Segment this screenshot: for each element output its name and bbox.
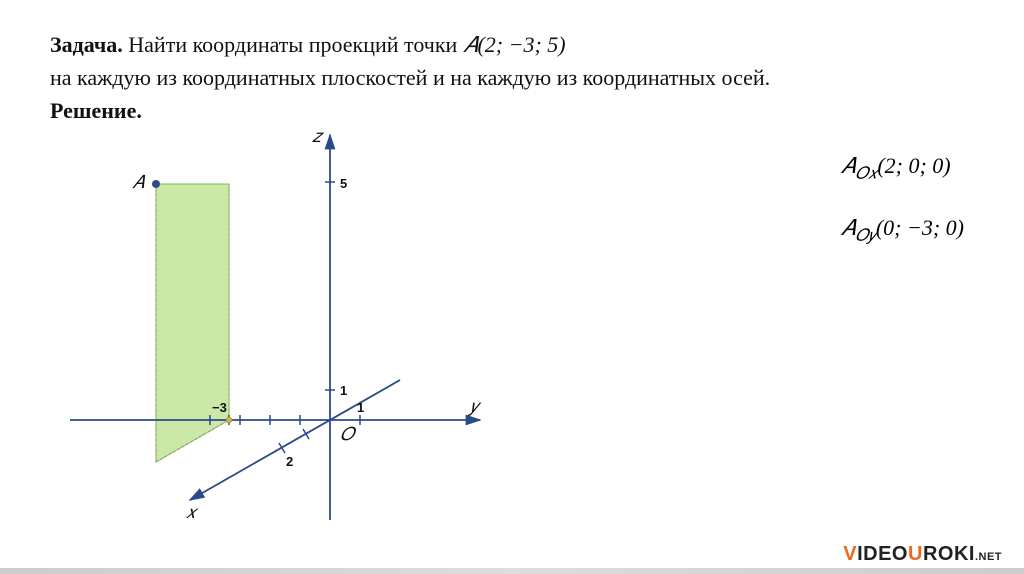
- answer-ox-coords: (2; 0; 0): [877, 153, 950, 178]
- footer-bar: [0, 568, 1024, 574]
- answer-oy-a: 𝐴: [841, 215, 856, 240]
- answer-oy-sub: 𝑂𝑦: [855, 225, 876, 244]
- answer-oy: 𝐴𝑂𝑦(0; −3; 0): [841, 197, 964, 259]
- logo-v: V: [843, 543, 857, 565]
- svg-text:2: 2: [286, 454, 293, 469]
- coordinate-diagram: 𝑦𝑧𝑥𝑂115−32𝐴: [60, 120, 500, 540]
- answer-ox-a: 𝐴: [841, 153, 856, 178]
- svg-text:5: 5: [340, 176, 347, 191]
- problem-line2: на каждую из координатных плоскостей и н…: [50, 61, 974, 94]
- svg-text:𝑦: 𝑦: [467, 396, 482, 416]
- answer-oy-coords: (0; −3; 0): [876, 215, 964, 240]
- problem-point: 𝐴(2; −3; 5): [463, 32, 566, 57]
- answers: 𝐴𝑂𝑥(2; 0; 0) 𝐴𝑂𝑦(0; −3; 0): [841, 135, 964, 258]
- answer-ox-sub: 𝑂𝑥: [855, 163, 877, 182]
- logo-u: U: [908, 543, 923, 565]
- problem-line1a: Найти координаты проекций точки: [123, 32, 463, 57]
- videouroki-logo: VIDEOUROKI.NET: [843, 543, 1002, 566]
- svg-text:𝑥: 𝑥: [186, 502, 199, 522]
- answer-ox: 𝐴𝑂𝑥(2; 0; 0): [841, 135, 964, 197]
- svg-text:𝐴: 𝐴: [132, 172, 146, 192]
- svg-text:𝑂: 𝑂: [340, 424, 357, 444]
- problem-statement: Задача. Найти координаты проекций точки …: [50, 28, 974, 61]
- svg-text:𝑧: 𝑧: [312, 126, 324, 146]
- svg-text:1: 1: [357, 400, 364, 415]
- logo-ideo: IDEO: [857, 543, 908, 565]
- logo-roki: ROKI: [923, 543, 975, 565]
- svg-text:1: 1: [340, 383, 347, 398]
- logo-net: .NET: [975, 551, 1002, 563]
- problem-heading: Задача.: [50, 32, 123, 57]
- svg-text:−3: −3: [212, 400, 227, 415]
